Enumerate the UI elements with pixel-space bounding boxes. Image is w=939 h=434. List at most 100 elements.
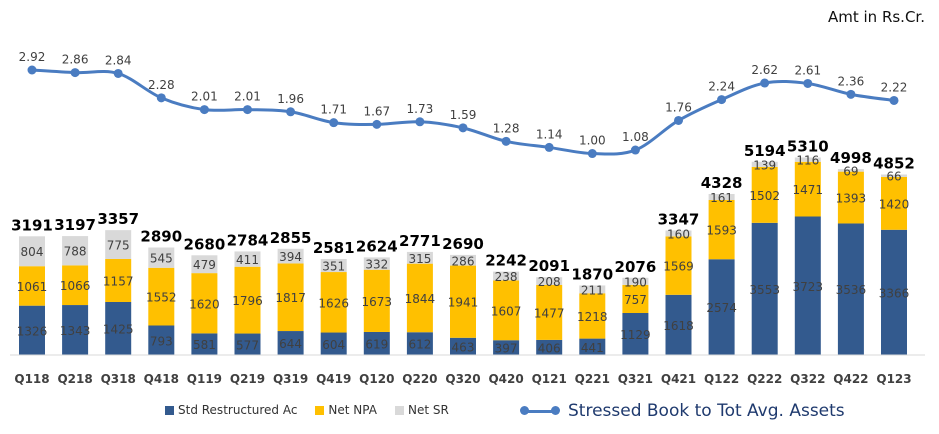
line-value-label: 1.73 — [407, 102, 434, 116]
bar-total-label: 3357 — [97, 210, 139, 228]
bar-value-label: 1061 — [17, 280, 48, 294]
bar-total-label: 2076 — [615, 258, 657, 276]
bar-segment-net-sr — [579, 285, 606, 294]
x-tick-label: Q122 — [704, 372, 739, 386]
legend-swatch-std-restructured — [165, 405, 174, 415]
x-tick-label: Q120 — [359, 372, 394, 386]
bar-segment-net-npa — [536, 284, 563, 340]
bar-total-label: 5194 — [744, 142, 786, 160]
line-value-label: 1.59 — [450, 108, 477, 122]
bar-layer — [19, 157, 907, 355]
x-tick-label: Q421 — [661, 372, 696, 386]
line-point — [27, 65, 37, 75]
x-tick-label: Q219 — [230, 372, 265, 386]
bar-segment-std-restructured-ac — [19, 305, 45, 355]
line-value-label: 2.61 — [794, 63, 821, 77]
line-point — [199, 105, 209, 115]
line-layer: 2.92 2.86 2.84 2.28 2.01 2.01 1.96 1.71 1.67 1.73… — [19, 50, 907, 159]
bar-total-label: 4852 — [873, 155, 915, 173]
line-point — [156, 93, 166, 103]
bar-segment-net-sr — [751, 161, 778, 167]
bar-segment-net-npa — [320, 272, 347, 333]
bar-value-label: 577 — [236, 338, 259, 352]
bar-segment-net-npa — [708, 199, 735, 260]
bar-value-label: 2574 — [706, 301, 737, 315]
bar-value-label: 612 — [408, 338, 431, 352]
bar-total-label: 3197 — [54, 216, 96, 234]
line-point — [803, 78, 813, 88]
line-value-label: 2.28 — [148, 78, 175, 92]
legend-swatch-net-npa — [315, 405, 325, 415]
x-tick-label: Q221 — [575, 372, 610, 386]
bar-segment-std-restructured-ac — [62, 305, 89, 355]
bar-value-label: 604 — [322, 338, 345, 352]
bar-segment-net-sr — [105, 230, 132, 259]
bar-value-label: 139 — [753, 158, 776, 172]
line-point — [329, 118, 339, 128]
bar-legend: Std Restructured Ac Net NPA Net SR — [165, 403, 449, 417]
line-value-label: 1.00 — [579, 134, 606, 148]
line-point — [544, 142, 554, 152]
bar-segment-net-sr — [19, 236, 45, 267]
bar-value-label: 66 — [886, 170, 901, 184]
bar-value-label: 238 — [495, 270, 518, 284]
unit-note: Amt in Rs.Cr. — [827, 8, 925, 26]
bar-value-label: 394 — [279, 250, 302, 264]
bar-segment-net-npa — [277, 263, 304, 332]
bar-segment-net-sr — [191, 255, 218, 274]
bar-value-label: 406 — [538, 341, 561, 355]
bar-segment-net-npa — [794, 161, 821, 217]
bar-value-label: 804 — [21, 245, 44, 259]
legend-item-net-npa: Net NPA — [315, 403, 377, 417]
bar-value-label: 1157 — [103, 274, 134, 288]
line-value-label: 1.71 — [320, 103, 347, 117]
bar-value-label: 757 — [624, 293, 647, 307]
bar-value-label: 1618 — [663, 319, 694, 333]
bar-total-label: 2581 — [313, 239, 355, 257]
line-point — [415, 117, 425, 127]
legend-label: Std Restructured Ac — [178, 403, 298, 417]
bar-value-label: 788 — [64, 245, 87, 259]
bar-segment-std-restructured-ac — [406, 332, 433, 355]
x-tick-label: Q422 — [833, 372, 868, 386]
bar-total-label: 3347 — [658, 210, 700, 228]
bar-segment-net-npa — [622, 284, 649, 314]
bar-value-label: 1552 — [146, 291, 177, 305]
bar-segment-net-sr — [148, 247, 175, 268]
bar-value-label: 190 — [624, 275, 647, 289]
bar-value-label: 793 — [150, 334, 173, 348]
line-point — [889, 95, 899, 105]
bar-segment-std-restructured-ac — [837, 223, 864, 355]
bar-segment-std-restructured-ac — [493, 340, 520, 355]
x-tick-label: Q418 — [144, 372, 179, 386]
bar-segment-std-restructured-ac — [450, 337, 476, 355]
bar-total-label: 2771 — [399, 232, 441, 250]
bar-segment-net-npa — [881, 176, 907, 230]
bar-value-label: 3553 — [749, 283, 780, 297]
bar-value-label: 1218 — [577, 310, 608, 324]
line-point — [113, 68, 123, 78]
bar-total-label: 5310 — [787, 137, 829, 155]
x-tick-label: Q121 — [532, 372, 567, 386]
bar-value-label: 1844 — [405, 292, 436, 306]
bar-total-label: 2242 — [485, 252, 527, 270]
bar-value-label: 3366 — [879, 286, 910, 300]
line-value-label: 1.14 — [536, 127, 563, 141]
bar-segment-net-sr — [622, 277, 649, 285]
line-value-label: 2.86 — [62, 53, 89, 67]
bar-total-label: 2855 — [270, 229, 312, 247]
line-value-label: 1.96 — [277, 92, 304, 106]
bar-segment-std-restructured-ac — [191, 333, 218, 355]
x-tick-label: Q220 — [402, 372, 437, 386]
x-axis: Q118 Q218 Q318 Q418 Q119 Q219 Q319 Q419 Q120 Q220… — [10, 354, 925, 386]
bar-value-label: 1129 — [620, 328, 651, 342]
bar-segment-net-npa — [450, 265, 476, 338]
bar-segment-std-restructured-ac — [234, 333, 261, 355]
legend-label: Net NPA — [328, 403, 377, 417]
bar-value-label: 286 — [452, 254, 475, 268]
bar-value-label: 208 — [538, 275, 561, 289]
legend-swatch-net-sr — [394, 405, 404, 415]
line-point — [286, 107, 296, 117]
line-point — [501, 136, 511, 146]
bar-segment-net-sr — [708, 193, 735, 200]
